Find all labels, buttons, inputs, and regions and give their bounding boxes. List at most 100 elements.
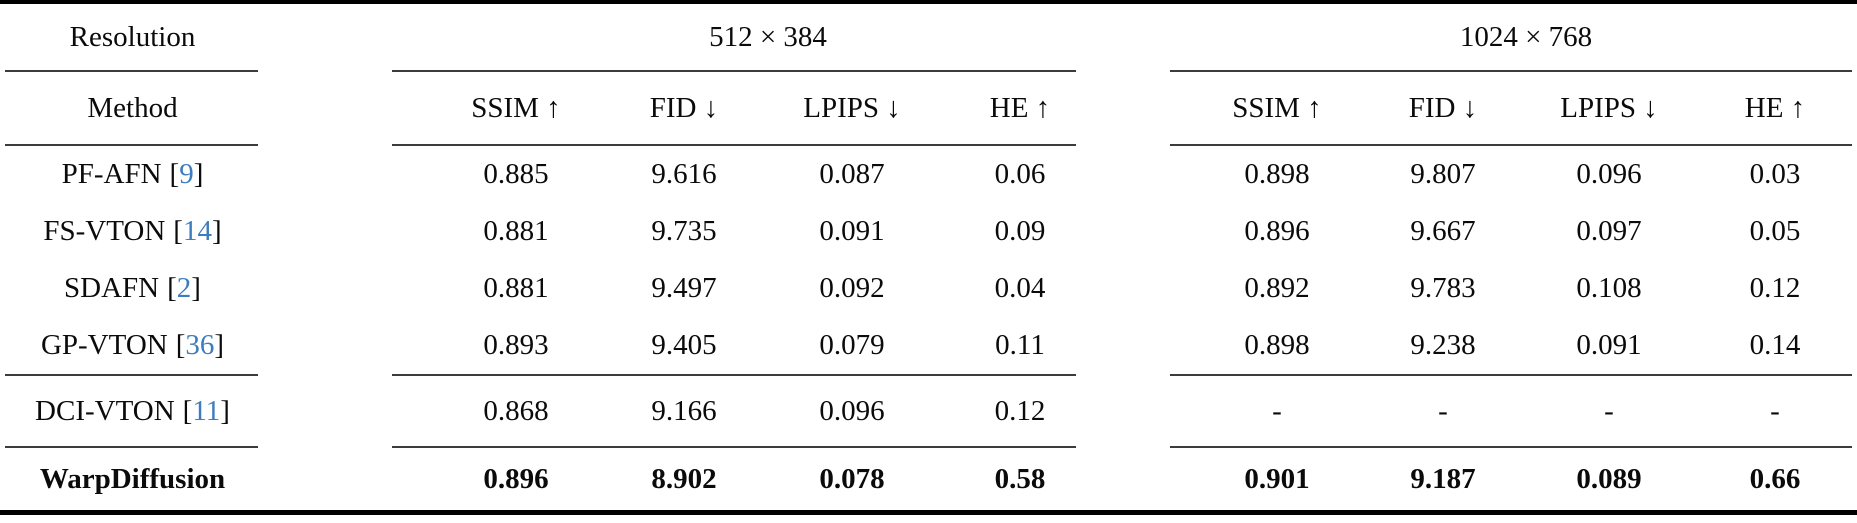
rule-segment	[5, 446, 258, 448]
table-row: GP-VTON [36] 0.893 9.405 0.079 0.11 0.898…	[0, 317, 1857, 374]
method-name: FS-VTON [14]	[0, 215, 265, 248]
metric-value: 9.616	[651, 158, 717, 190]
rule-segment	[392, 446, 1076, 448]
metric-value: 0.868	[483, 394, 549, 427]
rule-segment	[1170, 70, 1852, 72]
metric-value: 0.892	[1244, 272, 1310, 304]
table-row: DCI-VTON [11] 0.868 9.166 0.096 0.12 - - …	[0, 376, 1857, 446]
citation-link[interactable]: 2	[176, 272, 192, 304]
metric-value: 0.108	[1576, 272, 1642, 304]
metric-value: 0.087	[819, 158, 885, 190]
rule-segment	[392, 70, 1076, 72]
metric-value: 0.096	[1576, 158, 1642, 190]
group1-resolution-title: 512 × 384	[709, 20, 827, 53]
metric-value: 0.898	[1244, 329, 1310, 361]
method-name: SDAFN [2]	[0, 272, 265, 305]
metric-value: 0.091	[819, 215, 885, 247]
method-name: GP-VTON [36]	[0, 329, 265, 362]
rule-segment	[392, 144, 1076, 146]
metric-value: 0.14	[1749, 329, 1801, 361]
metric-value: 0.06	[994, 158, 1046, 190]
metric-value: 9.187	[1410, 462, 1476, 495]
metric-value: 0.089	[1576, 462, 1642, 495]
metric-header-fid: FID ↓	[1408, 91, 1478, 124]
citation-link[interactable]: 14	[182, 215, 212, 247]
metric-value: -	[1604, 394, 1614, 427]
metric-header-ssim: SSIM ↑	[471, 91, 561, 124]
method-label: SDAFN	[64, 272, 160, 304]
metric-value: 0.091	[1576, 329, 1642, 361]
rule-segment	[1170, 374, 1852, 376]
metric-header-he: HE ↑	[989, 91, 1051, 124]
rule-segment	[392, 374, 1076, 376]
metric-value: 0.898	[1244, 158, 1310, 190]
metric-value: 0.58	[994, 462, 1046, 495]
metric-value: 9.497	[651, 272, 717, 304]
metric-value: 0.096	[819, 394, 885, 427]
metric-header-fid: FID ↓	[649, 91, 719, 124]
metric-value: 0.03	[1749, 158, 1801, 190]
citation-link[interactable]: 11	[192, 394, 221, 427]
header-separator-1	[0, 70, 1857, 72]
rule-segment	[5, 70, 258, 72]
metric-value: 9.166	[651, 394, 717, 427]
citation-link[interactable]: 36	[185, 329, 215, 361]
metric-value: 0.881	[483, 272, 549, 304]
table-row: PF-AFN [9] 0.885 9.616 0.087 0.06 0.898 9…	[0, 146, 1857, 203]
metric-value: 0.097	[1576, 215, 1642, 247]
metric-value: 0.901	[1244, 462, 1310, 495]
metric-header-lpips: LPIPS ↓	[1560, 91, 1658, 124]
section-separator-1	[0, 374, 1857, 376]
cite-bracket: ]	[220, 394, 230, 427]
metric-value: 0.881	[483, 215, 549, 247]
metric-value: 9.807	[1410, 158, 1476, 190]
metric-value: 9.238	[1410, 329, 1476, 361]
rule-segment	[5, 144, 258, 146]
rule-segment	[1170, 446, 1852, 448]
table-row-ours: WarpDiffusion 0.896 8.902 0.078 0.58 0.9…	[0, 448, 1857, 510]
bottom-rule	[0, 510, 1857, 515]
citation-link[interactable]: 9	[179, 158, 194, 190]
metric-value: 0.885	[483, 158, 549, 190]
cite-bracket: [	[169, 158, 180, 190]
cite-bracket: [	[173, 215, 183, 247]
metric-value: 9.405	[651, 329, 717, 361]
method-label: FS-VTON	[43, 215, 166, 247]
rule-segment	[1170, 144, 1852, 146]
top-rule	[0, 0, 1857, 4]
metric-header-he: HE ↑	[1744, 91, 1806, 124]
metric-value: 9.735	[651, 215, 717, 247]
cite-bracket: [	[182, 394, 193, 427]
cite-bracket: ]	[211, 215, 222, 247]
method-header: Method	[87, 91, 178, 124]
table-row: FS-VTON [14] 0.881 9.735 0.091 0.09 0.896…	[0, 203, 1857, 260]
cite-bracket: ]	[214, 329, 225, 361]
rule-segment	[5, 374, 258, 376]
metric-value: 9.667	[1410, 215, 1476, 247]
method-label: GP-VTON	[40, 329, 168, 361]
metric-value: 0.896	[1244, 215, 1310, 247]
metric-value: 0.66	[1749, 462, 1801, 495]
method-name: WarpDiffusion	[0, 463, 265, 496]
metric-value: -	[1770, 394, 1780, 427]
method-name: PF-AFN [9]	[0, 158, 265, 191]
metric-value: 0.092	[819, 272, 885, 304]
cite-bracket: [	[175, 329, 186, 361]
metric-value: 0.078	[819, 462, 885, 495]
metric-value: 9.783	[1410, 272, 1476, 304]
cite-bracket: [	[167, 272, 177, 304]
metric-value: 0.05	[1749, 215, 1801, 247]
metric-value: 0.12	[1749, 272, 1801, 304]
metric-header-row: Method SSIM ↑ FID ↓ LPIPS ↓ HE ↑ SSIM ↑ …	[0, 72, 1857, 144]
metric-value: 8.902	[651, 462, 717, 495]
section-separator-2	[0, 446, 1857, 448]
metric-value: 0.09	[994, 215, 1046, 247]
resolution-header: Resolution	[69, 20, 196, 53]
table-row: SDAFN [2] 0.881 9.497 0.092 0.04 0.892 9.…	[0, 260, 1857, 317]
metric-value: 0.04	[994, 272, 1046, 304]
metric-value: -	[1438, 394, 1448, 427]
cite-bracket: ]	[191, 272, 201, 304]
resolution-header-row: Resolution 512 × 384 1024 × 768	[0, 4, 1857, 70]
metric-header-ssim: SSIM ↑	[1232, 91, 1322, 124]
